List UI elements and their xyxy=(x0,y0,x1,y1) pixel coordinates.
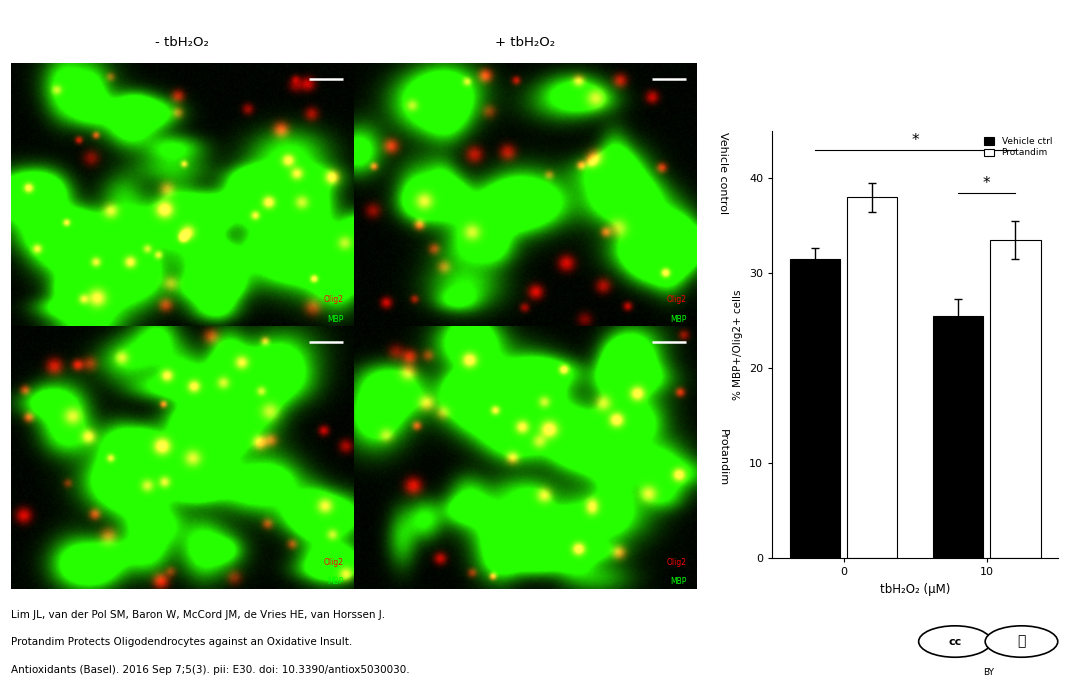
Text: MBP: MBP xyxy=(670,577,686,586)
Circle shape xyxy=(919,626,991,657)
Text: Lim JL, van der Pol SM, Baron W, McCord JM, de Vries HE, van Horssen J.: Lim JL, van der Pol SM, Baron W, McCord … xyxy=(11,610,384,620)
Text: *: * xyxy=(983,176,990,191)
X-axis label: tbH₂O₂ (μM): tbH₂O₂ (μM) xyxy=(880,583,950,596)
Text: MBP: MBP xyxy=(327,577,343,586)
Text: - tbH₂O₂: - tbH₂O₂ xyxy=(156,36,210,48)
Text: Protandim: Protandim xyxy=(717,429,728,486)
Bar xyxy=(990,240,1040,558)
Text: *: * xyxy=(912,133,919,148)
Bar xyxy=(848,197,897,558)
Text: cc: cc xyxy=(948,637,961,646)
Text: Vehicle control: Vehicle control xyxy=(717,132,728,214)
Text: Olig2: Olig2 xyxy=(666,558,686,567)
Text: Protandim Protects Oligodendrocytes against an Oxidative Insult.: Protandim Protects Oligodendrocytes agai… xyxy=(11,637,352,648)
Text: Olig2: Olig2 xyxy=(323,295,343,304)
Text: Olig2: Olig2 xyxy=(666,295,686,304)
Text: Olig2: Olig2 xyxy=(323,558,343,567)
Bar xyxy=(933,316,983,558)
Bar xyxy=(791,259,840,558)
Legend: Vehicle ctrl, Protandim: Vehicle ctrl, Protandim xyxy=(982,136,1054,159)
Y-axis label: % MBP+/Olig2+ cells: % MBP+/Olig2+ cells xyxy=(733,289,743,400)
Text: BY: BY xyxy=(983,668,994,677)
Text: MBP: MBP xyxy=(670,315,686,324)
Text: Antioxidants (Basel). 2016 Sep 7;5(3). pii: E30. doi: 10.3390/antiox5030030.: Antioxidants (Basel). 2016 Sep 7;5(3). p… xyxy=(11,665,409,675)
Circle shape xyxy=(985,626,1057,657)
Text: + tbH₂O₂: + tbH₂O₂ xyxy=(495,36,555,48)
Text: ⓘ: ⓘ xyxy=(1017,635,1026,648)
Text: MBP: MBP xyxy=(327,315,343,324)
